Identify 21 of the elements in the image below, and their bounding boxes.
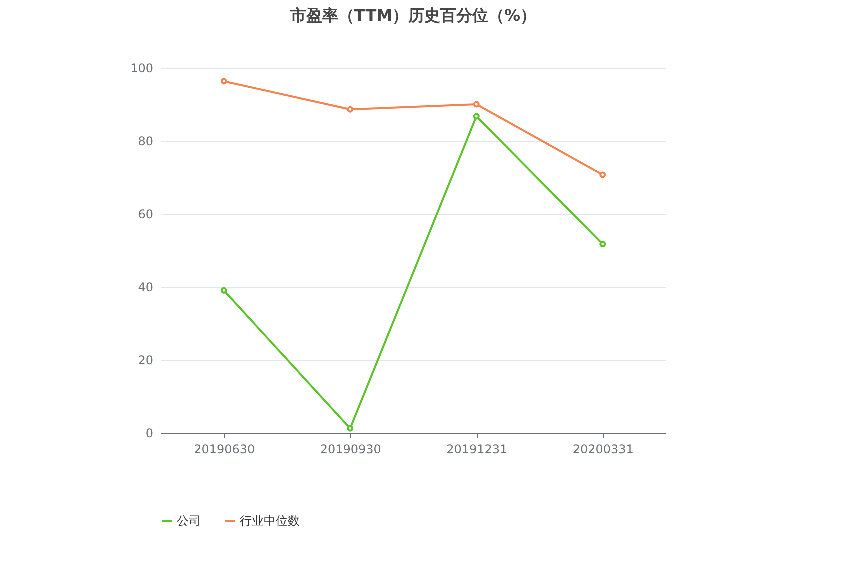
legend-label: 行业中位数 — [240, 514, 300, 528]
y-tick-label: 80 — [138, 134, 154, 148]
x-tick-label: 20190630 — [194, 442, 256, 456]
chart-title: 市盈率（TTM）历史百分位（%） — [289, 6, 537, 25]
point — [473, 101, 480, 108]
point — [347, 106, 354, 113]
point — [220, 78, 228, 85]
x-tick-label: 20190930 — [320, 442, 382, 456]
y-tick-label: 100 — [130, 62, 154, 76]
point — [220, 287, 228, 294]
y-tick-label: 20 — [138, 354, 154, 368]
y-tick-label: 60 — [138, 208, 154, 222]
point — [473, 113, 480, 120]
point — [600, 172, 606, 178]
y-tick-label: 0 — [146, 426, 154, 440]
point — [600, 241, 606, 248]
y-tick-label: 40 — [138, 280, 154, 294]
x-tick-label: 20200331 — [572, 442, 634, 456]
point — [347, 425, 354, 432]
legend-label: 公司 — [177, 514, 201, 528]
x-tick-label: 20191231 — [446, 442, 508, 456]
